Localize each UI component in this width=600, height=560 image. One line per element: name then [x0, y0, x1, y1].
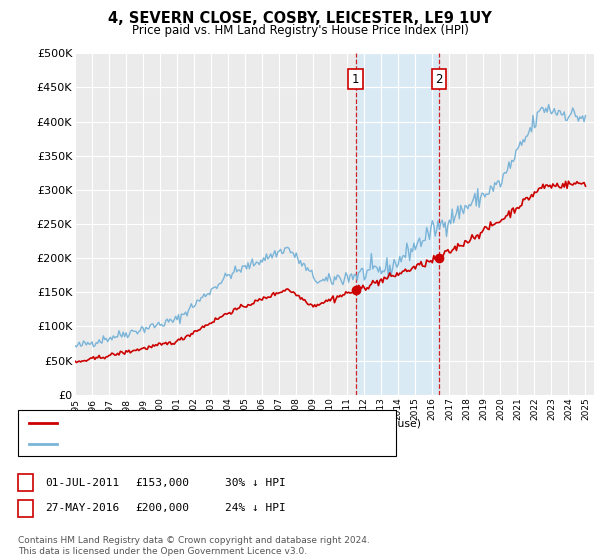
Text: 30% ↓ HPI: 30% ↓ HPI [225, 478, 286, 488]
Text: 4, SEVERN CLOSE, COSBY, LEICESTER, LE9 1UY (detached house): 4, SEVERN CLOSE, COSBY, LEICESTER, LE9 1… [63, 418, 421, 428]
Text: £153,000: £153,000 [135, 478, 189, 488]
Text: 2: 2 [22, 502, 29, 515]
Text: 01-JUL-2011: 01-JUL-2011 [45, 478, 119, 488]
Text: Contains HM Land Registry data © Crown copyright and database right 2024.
This d: Contains HM Land Registry data © Crown c… [18, 536, 370, 556]
Text: 24% ↓ HPI: 24% ↓ HPI [225, 503, 286, 514]
Text: HPI: Average price, detached house, Blaby: HPI: Average price, detached house, Blab… [63, 438, 296, 449]
Text: Price paid vs. HM Land Registry's House Price Index (HPI): Price paid vs. HM Land Registry's House … [131, 24, 469, 36]
Text: 1: 1 [352, 73, 359, 86]
Text: 2: 2 [435, 73, 443, 86]
Text: 1: 1 [22, 476, 29, 489]
Text: £200,000: £200,000 [135, 503, 189, 514]
Text: 27-MAY-2016: 27-MAY-2016 [45, 503, 119, 514]
Text: 4, SEVERN CLOSE, COSBY, LEICESTER, LE9 1UY: 4, SEVERN CLOSE, COSBY, LEICESTER, LE9 1… [108, 11, 492, 26]
Bar [356, 53, 439, 395]
